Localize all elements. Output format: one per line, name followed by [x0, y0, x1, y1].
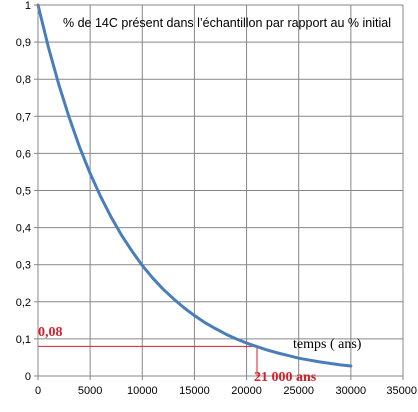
y-tick-label: 0,7 — [16, 111, 31, 123]
y-tick-label: 0,9 — [16, 37, 31, 49]
x-tick-label: 5000 — [78, 385, 102, 397]
y-tick-label: 0,3 — [16, 260, 31, 272]
annotation-lines — [38, 345, 258, 376]
y-tick-label: 0,4 — [16, 223, 31, 235]
x-tick-label: 10000 — [127, 385, 158, 397]
grid-lines — [38, 4, 404, 376]
axes — [34, 4, 404, 380]
x-tick-labels: 0 5000 10000 15000 20000 25000 30000 35000 — [35, 385, 417, 397]
y-tick-label: 0,5 — [16, 186, 31, 198]
annotation-x-value-label: 21 000 ans — [254, 370, 317, 385]
y-tick-label: 0,2 — [16, 297, 31, 309]
x-tick-label: 30000 — [336, 385, 367, 397]
x-tick-label: 15000 — [179, 385, 210, 397]
x-tick-label: 25000 — [283, 385, 314, 397]
y-tick-labels: 0 0,1 0,2 0,3 0,4 0,5 0,6 0,7 0,8 0,9 1 — [16, 0, 31, 383]
x-tick-label: 0 — [35, 385, 41, 397]
y-tick-label: 0,8 — [16, 74, 31, 86]
y-tick-label: 0,6 — [16, 148, 31, 160]
y-tick-label: 0 — [25, 371, 31, 383]
y-tick-label: 1 — [25, 0, 31, 12]
annotation-y-value-label: 0,08 — [38, 325, 63, 340]
x-tick-label: 20000 — [231, 385, 262, 397]
x-tick-label: 35000 — [386, 385, 417, 397]
x-axis-label: temps ( ans) — [293, 337, 362, 352]
chart-title: % de 14C présent dans l’échantillon par … — [63, 16, 391, 30]
decay-curve-series — [36, 3, 353, 368]
y-tick-label: 0,1 — [16, 334, 31, 346]
